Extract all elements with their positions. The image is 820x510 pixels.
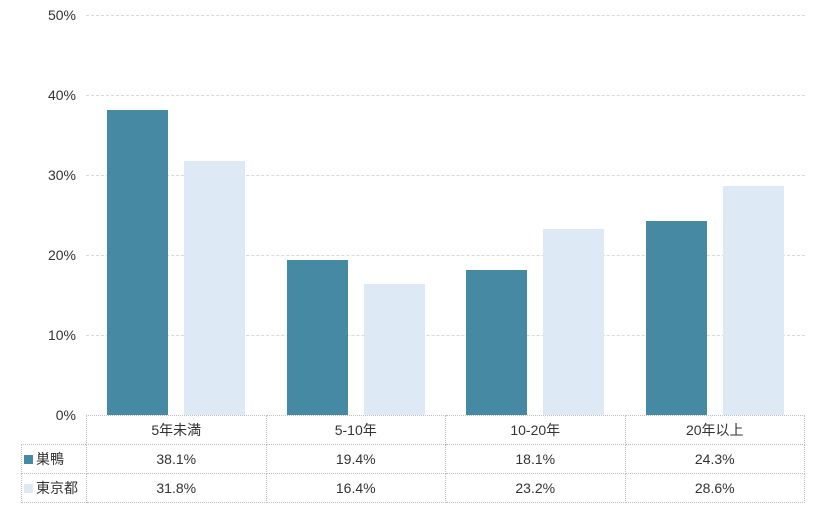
- legend-swatch-icon: [24, 454, 33, 464]
- y-axis-label: 30%: [47, 167, 76, 183]
- category-header-cell: 20年以上: [624, 415, 805, 445]
- table-row: 巣鴨 38.1% 19.4% 18.1% 24.3%: [21, 444, 805, 474]
- legend-cell: 東京都: [21, 473, 87, 503]
- bar-group: [86, 15, 266, 415]
- value-cell: 18.1%: [445, 444, 626, 474]
- gridline: [86, 15, 805, 16]
- bar-series-2: [183, 160, 245, 415]
- table-header-row: 5年未満 5-10年 10-20年 20年以上: [22, 415, 805, 445]
- bar-series-1: [286, 259, 348, 415]
- gridline: [86, 95, 805, 96]
- data-table: 5年未満 5-10年 10-20年 20年以上巣鴨 38.1% 19.4% 18.1% 24.…: [21, 415, 805, 503]
- category-header-cell: 5年未満: [86, 415, 267, 445]
- gridline: [86, 255, 805, 256]
- value-cell: 19.4%: [265, 444, 446, 474]
- table-corner-cell: [22, 416, 87, 445]
- bar-series-2: [723, 186, 785, 415]
- y-axis-label: 0%: [55, 407, 76, 423]
- bar-group: [625, 15, 805, 415]
- value-cell: 24.3%: [624, 444, 805, 474]
- y-axis-label: 20%: [47, 247, 76, 263]
- bar-series-1: [466, 270, 528, 415]
- y-axis-label: 10%: [47, 327, 76, 343]
- legend-cell: 巣鴨: [21, 444, 87, 474]
- gridline: [86, 335, 805, 336]
- bar-series-1: [646, 220, 708, 415]
- value-cell: 28.6%: [624, 473, 805, 503]
- bar-group: [266, 15, 446, 415]
- bar-group: [446, 15, 626, 415]
- bar-groups: [86, 15, 805, 415]
- legend-swatch-icon: [24, 483, 33, 493]
- y-axis: 0% 10% 20% 30% 40% 50%: [0, 0, 76, 510]
- category-header-cell: 10-20年: [445, 415, 626, 445]
- y-axis-label: 40%: [47, 87, 76, 103]
- bar-series-2: [543, 229, 605, 415]
- value-cell: 38.1%: [86, 444, 267, 474]
- legend-label: 巣鴨: [36, 451, 64, 467]
- bar-series-2: [363, 283, 425, 415]
- gridline: [86, 175, 805, 176]
- legend-label: 東京都: [36, 480, 78, 496]
- category-header-cell: 5-10年: [265, 415, 446, 445]
- bar-series-1: [106, 110, 168, 415]
- value-cell: 16.4%: [265, 473, 446, 503]
- y-axis-label: 50%: [47, 7, 76, 23]
- value-cell: 23.2%: [445, 473, 626, 503]
- value-cell: 31.8%: [86, 473, 267, 503]
- table-row: 東京都 31.8% 16.4% 23.2% 28.6%: [21, 473, 805, 503]
- plot-area: [86, 15, 805, 415]
